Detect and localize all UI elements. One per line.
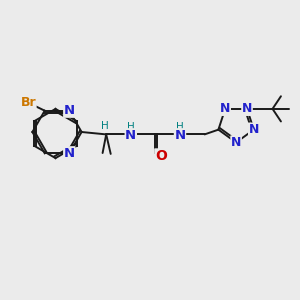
Text: N: N: [242, 102, 252, 116]
Text: N: N: [231, 136, 241, 149]
Text: H: H: [176, 122, 184, 132]
Text: N: N: [249, 123, 259, 136]
Text: N: N: [220, 102, 230, 116]
Text: H: H: [127, 122, 135, 132]
Text: N: N: [64, 147, 75, 160]
Text: N: N: [64, 104, 75, 117]
Text: N: N: [125, 129, 136, 142]
Text: Br: Br: [20, 96, 36, 109]
Text: N: N: [174, 129, 186, 142]
Text: H: H: [101, 121, 109, 131]
Text: O: O: [155, 149, 167, 163]
